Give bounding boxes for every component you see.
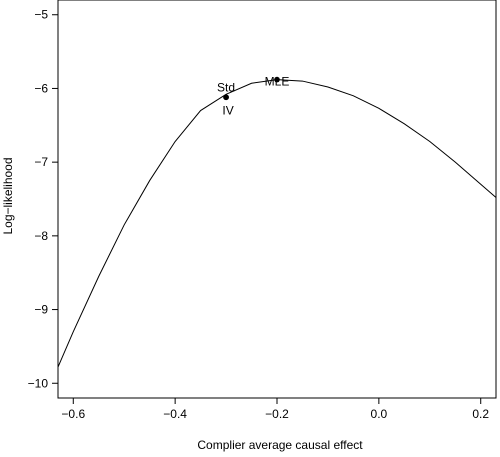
y-tick-label: −10: [28, 376, 49, 390]
x-tick-label: 0.0: [371, 407, 388, 421]
x-tick-label: 0.2: [472, 407, 489, 421]
x-tick-label: −0.2: [265, 407, 289, 421]
y-axis-title: Log−likelihood: [1, 157, 15, 234]
log-likelihood-curve: [57, 79, 497, 368]
plot-area-frame: [57, 0, 497, 399]
x-tick-label: −0.4: [163, 407, 187, 421]
y-tick-label: −5: [34, 8, 48, 22]
estimate-points: MLE Std IV: [217, 75, 289, 118]
y-axis-ticks: −5 −6 −7 −8 −9 −10: [28, 8, 58, 390]
x-axis-ticks: −0.6 −0.4 −0.2 0.0 0.2: [61, 398, 489, 421]
x-tick-label: −0.6: [61, 407, 85, 421]
estimate-label-iv: IV: [222, 103, 233, 117]
y-tick-label: −9: [34, 303, 48, 317]
y-tick-label: −8: [34, 229, 48, 243]
y-tick-label: −6: [34, 81, 48, 95]
y-tick-label: −7: [34, 155, 48, 169]
estimate-label-mle: MLE: [265, 75, 290, 89]
estimate-point-iv: [223, 94, 229, 101]
x-axis-title: Complier average causal effect: [197, 438, 363, 452]
estimate-point-mle: [274, 76, 280, 83]
estimate-label-std: Std: [217, 80, 235, 94]
